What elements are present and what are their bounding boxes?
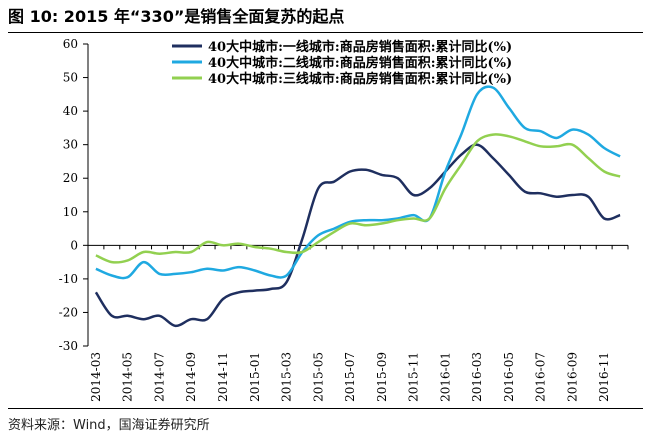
x-tick-label: 2014-03: [89, 352, 103, 402]
x-axis: 2014-03 2014-05 2014-07 2014-09 2014-11 2015-…: [87, 244, 629, 402]
source-note: 资料来源：Wind，国海证券研究所: [8, 418, 210, 433]
figure-title: 图 10: 2015 年“330”是销售全面复苏的起点: [8, 7, 345, 26]
series-line-3: [95, 133, 621, 264]
series-line-2: [95, 85, 621, 280]
x-tick-label: 2015-09: [375, 352, 389, 402]
y-tick-label: 30: [63, 138, 78, 152]
y-tick-label: 0: [70, 238, 78, 252]
y-tick-label: 20: [63, 171, 78, 185]
y-tick-label: 10: [63, 205, 78, 219]
x-tick-label: 2015-11: [407, 352, 421, 402]
source-row: 资料来源：Wind，国海证券研究所: [8, 408, 643, 436]
legend-label-2: 40大中城市:二线城市:商品房销售面积:累计同比(%): [208, 55, 512, 71]
x-tick-label: 2014-09: [184, 352, 198, 402]
legend-label-3: 40大中城市:三线城市:商品房销售面积:累计同比(%): [208, 71, 512, 87]
source-divider: [8, 408, 643, 409]
title-divider: [8, 32, 643, 33]
x-tick-label: 2014-05: [121, 352, 135, 402]
series-layer: [94, 85, 621, 328]
x-tick-label: 2015-03: [280, 352, 294, 402]
series-line-1: [94, 143, 621, 328]
x-tick-label: 2016-05: [502, 352, 516, 402]
x-tick-label: 2015-01: [248, 352, 262, 402]
x-tick-label: 2014-07: [152, 352, 166, 402]
legend: 40大中城市:一线城市:商品房销售面积:累计同比(%)40大中城市:二线城市:商…: [172, 39, 512, 87]
x-tick-label: 2016-01: [438, 352, 452, 402]
x-tick-label: 2016-11: [597, 352, 611, 402]
x-tick-label: 2014-11: [216, 352, 230, 402]
y-tick-label: 60: [63, 37, 78, 51]
x-tick-label: 2016-07: [534, 352, 548, 402]
x-tick-label: 2015-05: [311, 352, 325, 402]
y-axis: -30 -20 -10 0 10 20 30 40 50 60: [59, 37, 89, 353]
y-tick-label: -30: [59, 339, 78, 353]
legend-label-1: 40大中城市:一线城市:商品房销售面积:累计同比(%): [208, 39, 512, 55]
x-tick-label: 2016-03: [470, 352, 484, 402]
x-tick-label: 2015-07: [343, 352, 357, 402]
figure-title-row: 图 10: 2015 年“330”是销售全面复苏的起点: [8, 4, 643, 33]
y-tick-label: 40: [63, 104, 78, 118]
y-tick-label: -10: [59, 272, 78, 286]
y-tick-label: -20: [59, 305, 78, 319]
x-tick-label: 2016-09: [565, 352, 579, 402]
y-tick-label: 50: [63, 71, 78, 85]
